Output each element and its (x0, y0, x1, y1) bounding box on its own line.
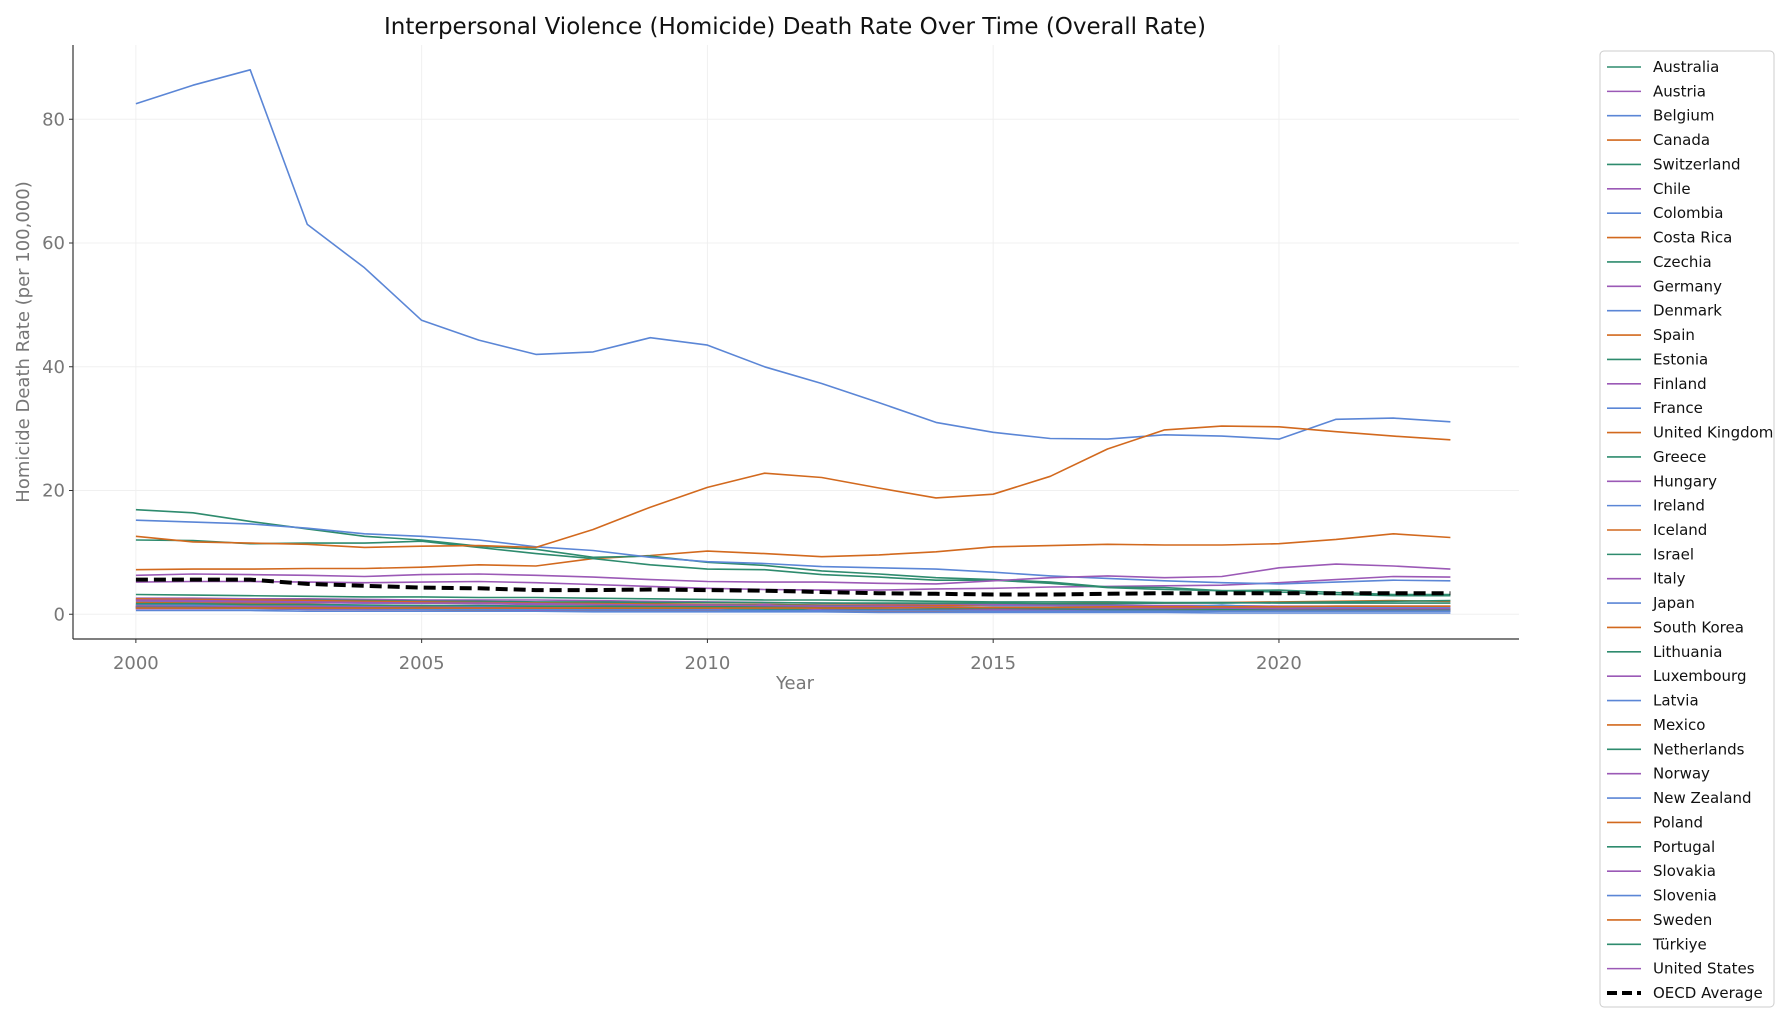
legend-label-portugal: Portugal (1653, 838, 1715, 856)
x-tick-label: 2005 (399, 653, 445, 674)
legend-label-spain: Spain (1653, 326, 1695, 344)
legend-label-hungary: Hungary (1653, 472, 1717, 490)
chart-title: Interpersonal Violence (Homicide) Death … (384, 14, 1206, 40)
legend-label-colombia: Colombia (1653, 204, 1724, 222)
legend-label-mexico: Mexico (1653, 716, 1705, 734)
y-tick-label: 40 (42, 357, 65, 378)
series-line-colombia (135, 69, 1451, 440)
series-line-t-rkiye (135, 593, 1451, 604)
legend-label-greece: Greece (1653, 448, 1706, 466)
legend-label-italy: Italy (1653, 570, 1686, 588)
legend-label-lithuania: Lithuania (1653, 643, 1722, 661)
x-tick-label: 2010 (685, 653, 731, 674)
series-line-mexico (135, 425, 1451, 549)
legend-label-norway: Norway (1653, 765, 1710, 783)
y-tick-label: 60 (42, 233, 65, 254)
legend-label-united-kingdom: United Kingdom (1653, 424, 1773, 442)
series-line-sweden (135, 605, 1451, 609)
x-tick-label: 2000 (113, 653, 159, 674)
legend-label-czechia: Czechia (1653, 253, 1712, 271)
legend-label-france: France (1653, 399, 1703, 417)
legend-label-estonia: Estonia (1653, 350, 1708, 368)
legend-label-united-states: United States (1653, 960, 1755, 978)
series-line-portugal (135, 602, 1451, 611)
series-line-lithuania (135, 508, 1451, 596)
legend-label-t-rkiye: Türkiye (1652, 935, 1707, 953)
legend-label-latvia: Latvia (1653, 692, 1699, 710)
legend-label-new-zealand: New Zealand (1653, 789, 1752, 807)
legend-label-luxembourg: Luxembourg (1653, 667, 1747, 685)
series-line-costa-rica (135, 532, 1451, 571)
legend-label-iceland: Iceland (1653, 521, 1707, 539)
series-line-japan (135, 609, 1451, 614)
series-line-oecd-average (135, 577, 1451, 597)
axes (72, 45, 1519, 640)
legend-label-israel: Israel (1653, 545, 1694, 563)
legend-label-germany: Germany (1653, 277, 1722, 295)
legend-box (1599, 50, 1775, 1008)
legend-label-australia: Australia (1653, 58, 1719, 76)
series-line-slovakia (135, 599, 1451, 610)
legend: Australia Austria Belgium Canada Switzerland… (1599, 50, 1775, 1008)
legend-label-canada: Canada (1653, 131, 1710, 149)
x-tick-label: 2015 (970, 653, 1016, 674)
legend-label-poland: Poland (1653, 813, 1703, 831)
tick-labels: 0 20 40 60 80 2000 2005 2010 2015 2020 (42, 109, 1302, 674)
legend-label-south-korea: South Korea (1653, 618, 1744, 636)
legend-label-japan: Japan (1652, 594, 1695, 612)
series-lines (135, 69, 1451, 614)
legend-label-austria: Austria (1653, 82, 1706, 100)
legend-label-slovenia: Slovenia (1653, 887, 1717, 905)
gridlines (73, 45, 1519, 639)
legend-label-switzerland: Switzerland (1653, 155, 1741, 173)
y-tick-label: 80 (42, 109, 65, 130)
legend-label-finland: Finland (1653, 375, 1707, 393)
y-tick-label: 20 (42, 481, 65, 502)
legend-label-sweden: Sweden (1653, 911, 1712, 929)
legend-label-slovakia: Slovakia (1653, 862, 1716, 880)
series-line-latvia (135, 519, 1451, 585)
y-axis-label: Homicide Death Rate (per 100,000) (13, 181, 34, 502)
legend-label-costa-rica: Costa Rica (1653, 229, 1732, 247)
legend-label-chile: Chile (1653, 180, 1691, 198)
x-axis-label: Year (775, 673, 815, 694)
y-tick-label: 0 (54, 604, 65, 625)
legend-label-ireland: Ireland (1653, 497, 1705, 515)
legend-label-denmark: Denmark (1653, 302, 1722, 320)
legend-label-oecd-average: OECD Average (1653, 984, 1763, 1002)
legend-label-netherlands: Netherlands (1653, 740, 1745, 758)
x-tick-label: 2020 (1256, 653, 1302, 674)
series-line-united-states (135, 563, 1451, 585)
legend-label-belgium: Belgium (1653, 107, 1715, 125)
